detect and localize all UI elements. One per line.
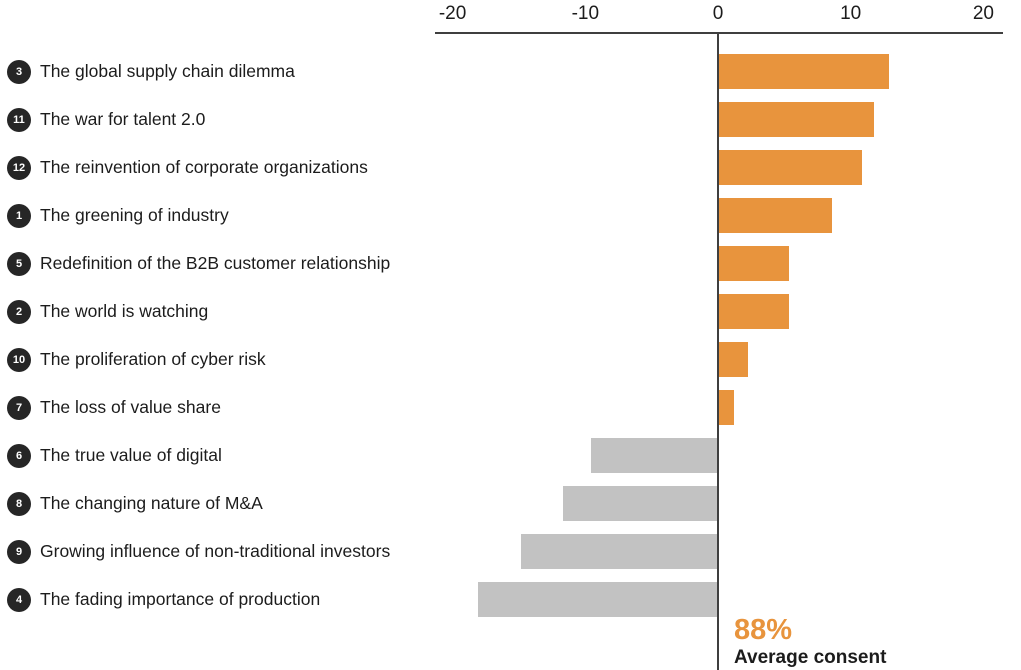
topic-label: The changing nature of M&A (40, 493, 263, 513)
topic-row: 1 The greening of industry (0, 198, 1021, 233)
topic-number-badge: 11 (7, 107, 31, 132)
bar-positive (719, 54, 889, 89)
topic-number-badge: 10 (7, 347, 31, 372)
topic-row: 4 The fading importance of production (0, 582, 1021, 617)
topic-row: 11 The war for talent 2.0 (0, 102, 1021, 137)
x-axis-line (435, 32, 1003, 34)
topic-row: 6 The true value of digital (0, 438, 1021, 473)
topic-number-badge: 2 (7, 299, 31, 324)
topic-row: 10 The proliferation of cyber risk (0, 342, 1021, 377)
topic-label: The war for talent 2.0 (40, 109, 206, 129)
topic-number-badge: 1 (7, 203, 31, 228)
topic-number-badge: 6 (7, 443, 31, 468)
bar-negative (590, 438, 717, 473)
topic-row: 3 The global supply chain dilemma (0, 54, 1021, 89)
topic-label: The reinvention of corporate organizatio… (40, 157, 368, 177)
x-tick-label: -20 (438, 3, 467, 24)
bar-positive (719, 102, 875, 137)
topic-number-badge: 7 (7, 395, 31, 420)
topic-label: Growing influence of non-traditional inv… (40, 541, 391, 561)
bar-positive (719, 390, 734, 425)
topic-label: The global supply chain dilemma (40, 61, 295, 81)
topic-row: 8 The changing nature of M&A (0, 486, 1021, 521)
zero-baseline (717, 32, 719, 670)
bar-positive (719, 342, 749, 377)
topic-number-badge: 8 (7, 491, 31, 516)
average-consent-value: 88% (734, 614, 793, 646)
topic-number-badge: 3 (7, 59, 31, 84)
topic-number-badge: 12 (7, 155, 31, 180)
x-tick-label: -10 (571, 3, 600, 24)
bar-positive (719, 294, 790, 329)
average-consent-label: Average consent (734, 647, 887, 668)
x-tick-label: 10 (840, 3, 862, 24)
topic-label: The fading importance of production (40, 589, 321, 609)
x-tick-label: 0 (712, 3, 724, 24)
bar-positive (719, 150, 863, 185)
topic-number-badge: 9 (7, 539, 31, 564)
topic-number-badge: 5 (7, 251, 31, 276)
topic-label: Redefinition of the B2B customer relatio… (40, 253, 391, 273)
topic-label: The loss of value share (40, 397, 221, 417)
topic-row: 2 The world is watching (0, 294, 1021, 329)
bar-negative (520, 534, 717, 569)
x-tick-label: 20 (972, 3, 994, 24)
topic-row: 12 The reinvention of corporate organizat… (0, 150, 1021, 185)
topic-row: 9 Growing influence of non-traditional in… (0, 534, 1021, 569)
bar-positive (719, 198, 832, 233)
topic-label: The greening of industry (40, 205, 229, 225)
topic-row: 7 The loss of value share (0, 390, 1021, 425)
topic-label: The world is watching (40, 301, 209, 321)
bar-negative (563, 486, 717, 521)
topic-number-badge: 4 (7, 587, 31, 612)
bar-negative (478, 582, 717, 617)
topic-label: The proliferation of cyber risk (40, 349, 266, 369)
topic-row: 5 Redefinition of the B2B customer relati… (0, 246, 1021, 281)
topic-label: The true value of digital (40, 445, 222, 465)
average-consent-annotation: 88% Average consent (734, 614, 886, 670)
bar-positive (719, 246, 790, 281)
